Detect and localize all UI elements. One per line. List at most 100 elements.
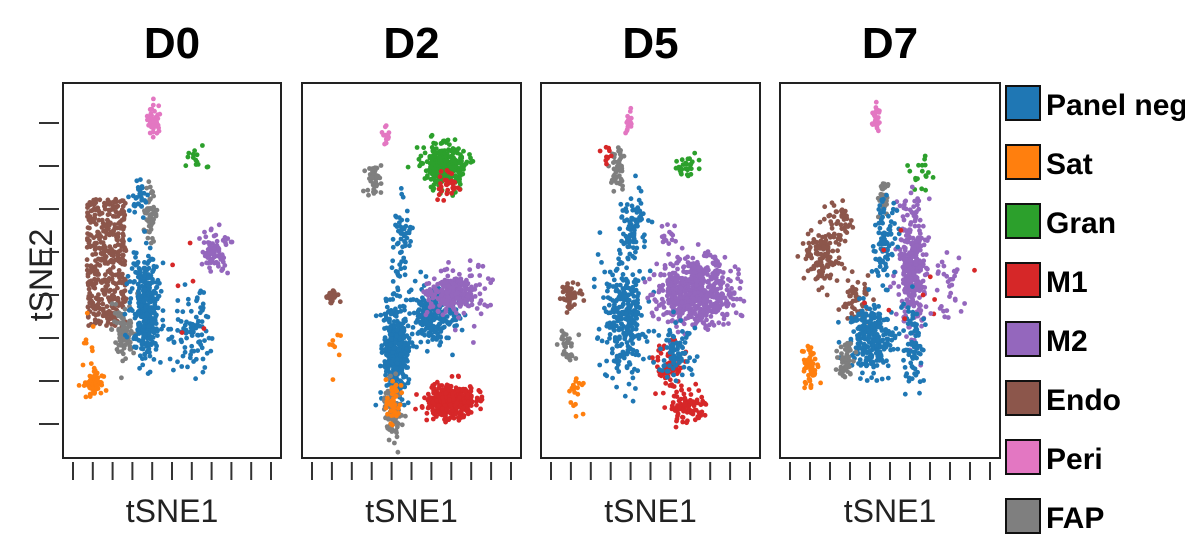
point-panel-neg: [635, 294, 640, 299]
point-panel-neg: [139, 195, 144, 201]
point-endo: [839, 209, 845, 215]
point-endo: [92, 243, 98, 249]
point-endo: [107, 222, 112, 228]
point-m1: [606, 145, 612, 151]
point-panel-neg: [151, 263, 157, 269]
point-m2: [200, 249, 206, 255]
point-panel-neg: [633, 287, 639, 293]
point-sat: [98, 390, 104, 396]
point-sat: [394, 388, 400, 394]
point-m2: [675, 266, 680, 272]
point-sat: [389, 391, 395, 397]
point-fap: [112, 310, 118, 316]
point-panel-neg: [158, 360, 163, 365]
point-peri: [871, 110, 877, 116]
point-m1: [673, 405, 679, 411]
point-panel-neg: [383, 312, 389, 318]
point-panel-neg: [597, 362, 603, 368]
point-endo: [85, 304, 91, 310]
point-sat: [94, 377, 100, 382]
point-m2: [665, 319, 671, 325]
point-panel-neg: [146, 275, 152, 281]
point-panel-neg: [400, 194, 406, 200]
point-panel-neg: [626, 381, 632, 387]
point-gran: [431, 170, 437, 176]
point-m2: [686, 283, 691, 289]
point-panel-neg: [390, 236, 396, 242]
point-endo: [575, 281, 581, 287]
point-panel-neg: [632, 320, 638, 326]
point-endo: [806, 253, 812, 259]
point-panel-neg: [422, 332, 427, 338]
point-m1: [702, 412, 708, 418]
point-m2: [725, 283, 730, 288]
point-panel-neg: [397, 220, 402, 226]
point-m1: [444, 182, 450, 188]
point-panel-neg: [394, 357, 400, 362]
point-panel-neg: [677, 353, 683, 358]
point-panel-neg: [664, 337, 669, 343]
point-m2: [690, 255, 696, 261]
point-gran: [405, 164, 411, 170]
point-panel-neg: [152, 302, 158, 308]
point-panel-neg: [199, 319, 205, 324]
point-sat: [84, 310, 90, 316]
point-panel-neg: [420, 295, 425, 301]
point-panel-neg: [402, 357, 408, 362]
point-panel-neg: [160, 308, 166, 313]
point-panel-neg: [628, 238, 633, 244]
point-panel-neg: [188, 308, 194, 314]
point-panel-neg: [664, 368, 670, 374]
point-panel-neg: [685, 330, 690, 336]
point-m2: [917, 295, 922, 300]
point-panel-neg: [597, 230, 603, 236]
point-m2: [661, 272, 667, 278]
point-endo: [112, 243, 118, 249]
point-m1: [453, 411, 458, 417]
point-m1: [437, 411, 443, 417]
point-panel-neg: [682, 350, 688, 356]
point-panel-neg: [619, 310, 625, 316]
point-panel-neg: [629, 203, 635, 209]
point-panel-neg: [611, 277, 617, 283]
point-m2: [478, 311, 484, 317]
point-endo: [120, 271, 125, 277]
point-panel-neg: [133, 333, 139, 339]
point-endo: [862, 281, 867, 287]
point-panel-neg: [628, 196, 634, 202]
point-panel-neg: [604, 281, 610, 287]
point-sat: [575, 385, 580, 391]
point-panel-neg: [187, 329, 193, 335]
point-panel-neg: [135, 310, 141, 316]
point-panel-neg: [640, 331, 645, 337]
point-endo: [827, 240, 833, 246]
point-endo: [84, 263, 90, 268]
point-panel-neg: [416, 329, 422, 335]
point-panel-neg: [143, 317, 148, 323]
point-endo: [102, 260, 108, 266]
point-peri: [149, 124, 154, 130]
point-m2: [698, 285, 704, 291]
point-panel-neg: [130, 193, 136, 199]
point-panel-neg: [407, 227, 412, 233]
point-sat: [330, 338, 336, 343]
point-fap: [120, 325, 126, 331]
point-endo: [820, 234, 825, 240]
point-panel-neg: [134, 261, 140, 267]
point-m2: [477, 282, 482, 287]
point-panel-neg: [667, 327, 672, 333]
point-fap: [374, 173, 380, 179]
point-panel-neg: [673, 378, 679, 384]
point-panel-neg: [621, 277, 627, 283]
panel-title: D2: [383, 19, 439, 68]
point-peri: [156, 103, 162, 109]
point-m2: [214, 259, 219, 265]
point-m2: [450, 305, 456, 311]
point-sat: [388, 421, 394, 426]
point-panel-neg: [670, 366, 676, 371]
point-panel-neg: [147, 308, 153, 314]
point-endo: [102, 292, 108, 297]
point-endo: [119, 289, 124, 295]
point-panel-neg: [201, 290, 207, 295]
point-panel-neg: [680, 329, 685, 334]
